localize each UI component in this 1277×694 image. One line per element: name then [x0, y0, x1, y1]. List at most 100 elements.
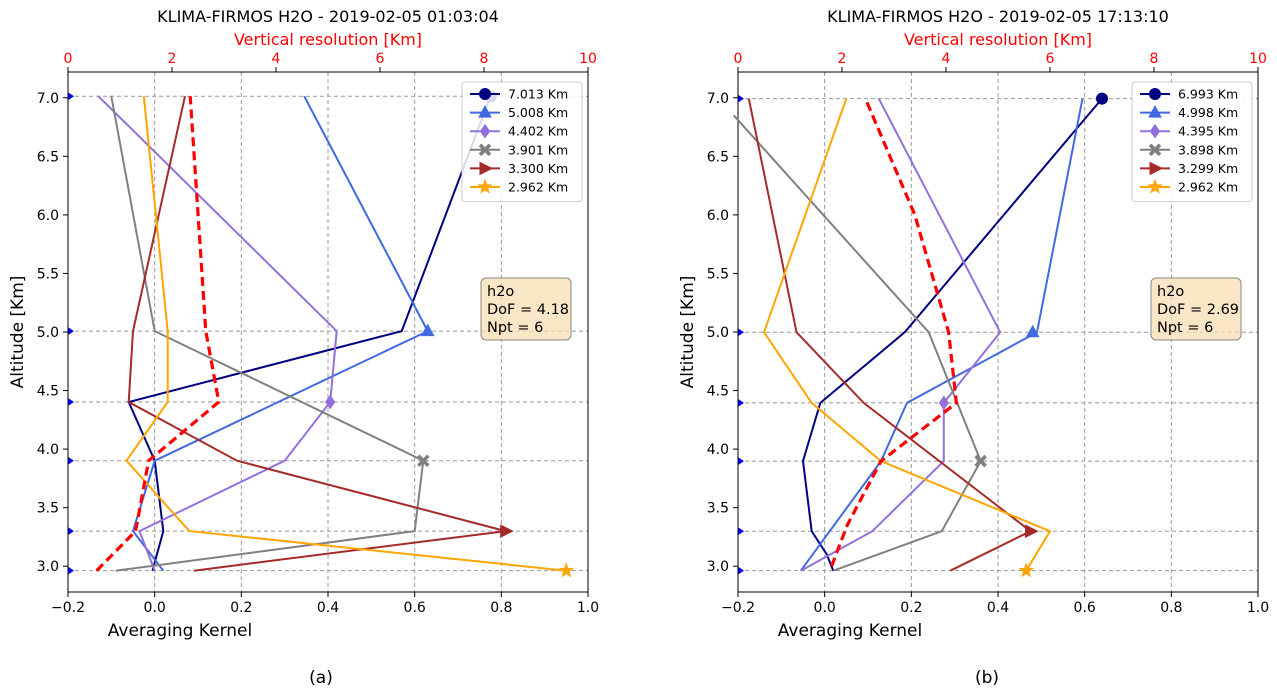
panel-1-ytick-label-8: 7.0 — [707, 91, 729, 107]
panel-1-level-tick-0 — [738, 566, 744, 575]
panel-1-resolution-line — [830, 97, 959, 567]
panel-1-legend-marker-4 — [1149, 161, 1164, 176]
panel-0-level-tick-1 — [68, 527, 74, 536]
panel-0-legend-marker-2 — [479, 123, 491, 139]
panel-1-x2tick-label-0: 0 — [734, 51, 743, 67]
panel-0-ytick-label-3: 4.5 — [37, 384, 59, 400]
panel-0-xtick-label-1: 0.0 — [144, 600, 166, 616]
panel-1-xtick-label-1: 0.0 — [814, 600, 836, 616]
panel-0-level-tick-3 — [68, 398, 74, 407]
panel-0-ytick-label-0: 3.0 — [37, 559, 59, 575]
panel-1-legend-marker-5-shape — [1147, 178, 1163, 194]
panel-1-series-marker-5-shape — [1018, 562, 1035, 578]
panel-1-x2tick-label-2: 4 — [942, 51, 951, 67]
panel-0-legend-label-3: 3.901 Km — [508, 142, 568, 157]
panel-0-annotation-line-0: h2o — [487, 284, 514, 300]
panel-1-ytick-label-6: 6.0 — [707, 208, 729, 224]
panel-1-series-line-5 — [762, 98, 1052, 572]
panel-1-legend-label-2: 4.395 Km — [1178, 124, 1238, 139]
panel-0-ytick-label-8: 7.0 — [37, 91, 59, 107]
panel-0-series-marker-4-shape — [500, 524, 514, 538]
panel-0-legend-marker-0-shape — [479, 88, 491, 100]
panel-0-series-line-3 — [110, 96, 425, 572]
panel-0-series-marker-3-stroke-b — [417, 454, 430, 467]
panel-1-x-label: Averaging Kernel — [778, 621, 922, 641]
panel-1-title: KLIMA-FIRMOS H2O - 2019-02-05 17:13:10 — [827, 7, 1169, 26]
panel-1-legend-marker-4-shape — [1149, 161, 1164, 176]
panel-0-series-marker-5 — [558, 562, 575, 578]
panel-1-legend-marker-2 — [1149, 123, 1161, 139]
panel-1-legend-marker-5 — [1147, 178, 1163, 194]
panel-0-legend-label-0: 7.013 Km — [508, 87, 568, 102]
panel-1-level-tick-4 — [738, 328, 744, 337]
panel-0-xtick-label-3: 0.4 — [317, 600, 339, 616]
panel-0-title: KLIMA-FIRMOS H2O - 2019-02-05 01:03:04 — [157, 7, 499, 26]
panel-1-legend-marker-1 — [1148, 105, 1162, 118]
panel-1-xtick-label-2: 0.2 — [900, 600, 922, 616]
panel-1-legend-label-1: 4.998 Km — [1178, 105, 1238, 120]
panel-1-legend-marker-2-shape — [1149, 123, 1161, 139]
panel-1-legend-marker-3 — [1148, 143, 1162, 157]
panel-1-legend-marker-1-shape — [1148, 105, 1162, 118]
panel-0-resolution-line — [95, 96, 221, 572]
panel-0-annotation-line-2: Npt = 6 — [487, 320, 543, 336]
caption-a: (a) — [309, 668, 333, 688]
panel-1-x2tick-label-5: 10 — [1249, 51, 1267, 67]
panel-1-series-line-2 — [800, 98, 1002, 572]
panel-1-legend-label-4: 3.299 Km — [1178, 161, 1238, 176]
panel-0-legend-marker-4-shape — [479, 161, 494, 176]
panel-0-ytick-label-2: 4.0 — [37, 442, 59, 458]
panel-1-legend-marker-3-stroke-b — [1148, 143, 1162, 157]
panel-1-series-marker-3-stroke-b — [974, 454, 987, 468]
panel-0-xtick-label-2: 0.2 — [230, 600, 252, 616]
panel-0-legend-marker-2-shape — [479, 123, 491, 139]
panel-0-ytick-label-5: 5.5 — [37, 266, 59, 282]
panel-1-annotation-line-0: h2o — [1157, 284, 1184, 300]
panel-1-legend-label-3: 3.898 Km — [1178, 142, 1238, 157]
panel-0-legend-label-5: 2.962 Km — [508, 180, 568, 195]
panel-1-series-marker-0 — [1096, 92, 1108, 105]
panel-0-series-line-1 — [131, 95, 430, 572]
panel-0-legend-label-1: 5.008 Km — [508, 105, 568, 120]
panel-0-xtick-label-5: 0.8 — [490, 600, 512, 616]
panel-0-xtick-label-6: 1.0 — [577, 600, 599, 616]
panel-0-series-line-2 — [97, 95, 338, 572]
panel-1-y-label: Altitude [Km] — [678, 276, 698, 389]
panel-0-ytick-label-1: 3.5 — [37, 501, 59, 517]
panel-0-ytick-label-7: 6.5 — [37, 149, 59, 165]
panel-0-x2-label: Vertical resolution [Km] — [234, 30, 422, 49]
panel-1-series-marker-2 — [938, 395, 949, 411]
panel-0-ytick-label-6: 6.0 — [37, 208, 59, 224]
panel-0-legend-marker-3-stroke-b — [478, 143, 492, 157]
panel-0-series-marker-2-shape — [325, 394, 336, 410]
panel-0-level-tick-5 — [68, 92, 74, 101]
panel-0-series-marker-2 — [325, 394, 336, 410]
panel-1-level-tick-1 — [738, 527, 744, 536]
panel-0-legend-marker-1-shape — [478, 105, 492, 118]
panel-1-series-marker-1 — [1025, 324, 1040, 338]
panel-1-series-line-1 — [799, 98, 1084, 572]
panel-0-xtick-label-0: −0.2 — [51, 600, 85, 616]
panel-0: −0.2 0.0 0.2 0.4 0.6 0.8 1.0 3.0 3.5 4.0 4.5 5.0 5.5… — [8, 7, 599, 641]
panel-0-series-marker-1-shape — [420, 323, 435, 337]
panel-1-ytick-label-2: 4.0 — [707, 442, 729, 458]
panel-1-ytick-label-0: 3.0 — [707, 559, 729, 575]
panel-1-series-marker-0-shape — [1096, 92, 1108, 105]
panel-0-series-line-5 — [125, 96, 567, 572]
panel-1-ytick-label-1: 3.5 — [707, 501, 729, 517]
panel-0-x2tick-label-1: 2 — [168, 51, 177, 67]
panel-1-x2-label: Vertical resolution [Km] — [904, 30, 1092, 49]
panel-1-annotation-box — [1150, 277, 1242, 341]
panel-0-x2tick-label-2: 4 — [272, 51, 281, 67]
panel-0-xtick-label-4: 0.6 — [404, 600, 426, 616]
panel-1-series-marker-3 — [974, 454, 987, 468]
panel-0-level-tick-0 — [68, 566, 74, 575]
panel-0-annotation-line-1: DoF = 4.18 — [487, 302, 569, 318]
panel-0-series-marker-3 — [417, 454, 430, 467]
panel-0-x2tick-label-5: 10 — [579, 51, 597, 67]
panel-1-annotation-line-2: Npt = 6 — [1157, 320, 1213, 336]
panel-0-legend-label-4: 3.300 Km — [508, 161, 568, 176]
panel-1-level-tick-5 — [738, 94, 744, 103]
panel-0-y-label: Altitude [Km] — [8, 276, 28, 389]
